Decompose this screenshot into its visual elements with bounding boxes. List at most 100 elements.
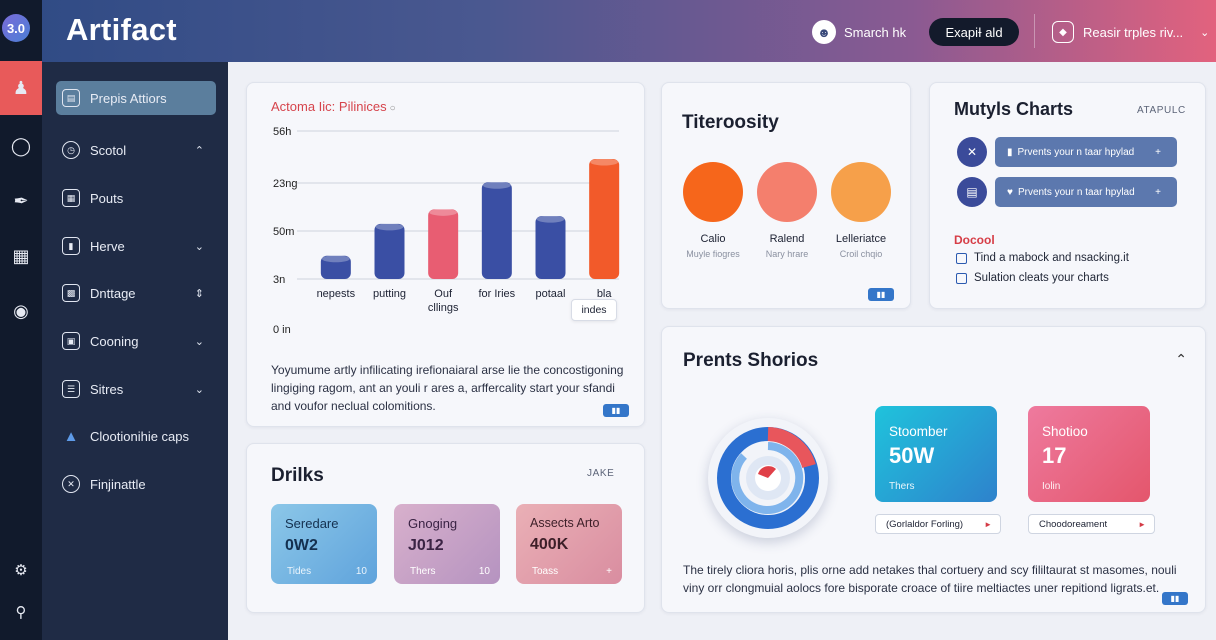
rail-gear-icon[interactable]: ⚙ [14,562,28,579]
x-tick-label: potaal [536,288,566,300]
clock-icon: ◷ [62,141,80,159]
chart-description: Yoyumume artly infilicating irefionaiara… [271,363,624,413]
y-tick-label: 23ng [273,178,297,190]
chevron-up-icon: ⌃ [194,144,204,157]
arrow-icon: ► [1138,519,1146,529]
bar-chart: 56h 23ng 50m 3n 0 in nepests putting Ouf cllings… [273,126,620,336]
stat-card-stoomber[interactable]: Stoomber 50W Thers [875,406,997,502]
sidebar-item-dnttage[interactable]: ▩ Dnttage ⇕ [56,276,216,310]
x-tick-label: cllings [428,302,459,314]
phone-icon: ▮ [62,237,80,255]
chart-tooltip: indes [571,299,617,321]
chart-title: Actoma Iic: Pilinices ○ [271,99,396,114]
y-tick-label: 56h [273,126,291,138]
stat-card-seredare[interactable]: Seredare 0W2 Tides 10 [271,504,377,584]
x-icon[interactable]: ✕ [957,137,987,167]
stat-value: 400K [530,536,569,553]
stat-sub: Thers [889,481,915,492]
stat-num: + [606,566,612,577]
x-tick-label: nepests [317,288,356,300]
x-tick-label: Ouf [434,288,453,300]
stat-value: 17 [1042,443,1067,468]
arrow-icon: ► [984,519,992,529]
swatch-sub: Croil chqio [839,249,883,259]
shield-icon: ◆ [1052,21,1074,43]
sidebar-item-clootionihie-caps[interactable]: ▲ Clootionihie caps [56,419,216,453]
plus-icon: + [1155,146,1161,158]
checkbox-icon[interactable] [956,252,967,264]
app-logo[interactable]: 3.0 [2,14,30,42]
mutyls-button-2[interactable]: ♥ Prvents your n taar hpylad + [995,177,1177,207]
stat-title: Shotioo [1042,424,1088,439]
sidebar-item-label: Sitres [90,381,124,397]
dropdown-gorlaldor[interactable]: (Gorlaldor Forling) ► [875,514,1001,534]
search-button[interactable]: ☻ Smarch hk [812,18,906,46]
swatch-lelleriatce[interactable] [831,162,891,222]
stat-card-shotioo[interactable]: Shotioo 17 Iolin [1028,406,1150,502]
gauge-svg [717,427,819,529]
swatch-calio[interactable] [683,162,743,222]
y-tick-label: 0 in [273,324,291,336]
titerosity-badge[interactable]: ▮▮ [868,288,894,301]
prents-badge[interactable]: ▮▮ [1162,592,1188,605]
mutyls-button-1[interactable]: ▮ Prvents your n taar hpylad + [995,137,1177,167]
stat-num: 10 [478,566,490,577]
plus-icon: + [1155,186,1161,198]
prents-description: The tirely cliora horis, plis orne add n… [683,563,1177,595]
chevron-down-icon: ⌄ [194,240,204,253]
sidebar-item-scotol[interactable]: ◷ Scotol ⌃ [56,133,216,167]
titerosity-title: Titeroosity [682,112,779,133]
bar [374,223,405,279]
sidebar-item-sitres[interactable]: ☰ Sitres ⌄ [56,372,216,406]
sidebar-item-prepis-attiors[interactable]: ▤ Prepis Attiors [56,81,216,115]
export-button[interactable]: ExapiƗ ald [929,18,1019,46]
checkbox-icon[interactable] [956,272,967,284]
sidebar-item-finjinattle[interactable]: ✕ Finjinattle [56,467,216,501]
stat-card-gnoging[interactable]: Gnoging J012 Thers 10 [394,504,500,584]
sidebar-item-cooning[interactable]: ▣ Cooning ⌄ [56,324,216,358]
app-title: Artifact [66,12,177,47]
sidebar-item-herve[interactable]: ▮ Herve ⌄ [56,229,216,263]
stat-sub: Thers [410,566,436,577]
mutyls-button-label: Prvents your n taar hpylad [1017,146,1135,158]
settings-icon: ✕ [62,475,80,493]
chart-card: Actoma Iic: Pilinices ○ 56h 23ng 50m 3n 0 in n… [246,82,645,427]
titerosity-card: Titeroosity Calio Ralend Lelleriatce Muy… [661,82,911,309]
stat-card-assects-arto[interactable]: Assects Arto 400K Toass + [516,504,622,584]
check-item[interactable]: Sulation cleats your charts [956,272,1109,284]
stat-title: Gnoging [408,516,458,531]
rail-search-icon[interactable]: ⚲ [15,604,27,621]
stat-sub: Tides [287,566,312,577]
top-header: Artifact ☻ Smarch hk ExapiƗ ald ◆ Reasir… [0,0,1216,62]
rail-lock-icon[interactable]: ◉ [13,300,29,321]
drilks-card: Drilks JAKE Seredare 0W2 Tides 10 Gnogin… [246,443,645,613]
swatch-ralend[interactable] [757,162,817,222]
sidebar-item-pouts[interactable]: ▦ Pouts [56,181,216,215]
rail-pen-icon[interactable]: ✒ [13,190,29,211]
expand-icon: ⇕ [194,287,204,300]
check-item[interactable]: Tind a mabock and nsacking.it [956,252,1129,264]
rail-profile-icon[interactable]: ♟ [0,61,42,115]
folder-icon: ▣ [62,332,80,350]
user-menu-label: Reasir trples riv... [1083,24,1184,40]
chart-badge-icon[interactable]: ▮▮ [603,404,629,417]
sidebar: ▤ Prepis Attiors ◷ Scotol ⌃ ▦ Pouts ▮ He… [42,62,228,640]
rail-clock-icon[interactable]: ◯ [10,135,32,156]
gauge-chart [708,418,828,538]
stat-value: 50W [889,443,935,468]
chevron-down-icon: ⌄ [194,383,204,396]
mutyls-tag: ATAPULC [1137,105,1186,116]
circle-icon: ○ [389,103,396,114]
bar-cap [482,181,511,189]
y-tick-label: 50m [273,226,294,238]
stat-title: Assects Arto [530,516,600,530]
stat-sub: Iolin [1042,481,1061,492]
collapse-chevron-icon[interactable]: ⌃ [1175,351,1187,367]
rail-calendar-icon[interactable]: ▦ [12,245,30,266]
file-icon[interactable]: ▤ [957,177,987,207]
dropdown-choodoreament[interactable]: Choodoreament ► [1028,514,1155,534]
docool-heading: Docool [954,233,995,247]
sidebar-item-label: Pouts [90,190,124,206]
user-menu[interactable]: ◆ Reasir trples riv... ⌄ [1052,18,1209,46]
bar [481,182,512,279]
